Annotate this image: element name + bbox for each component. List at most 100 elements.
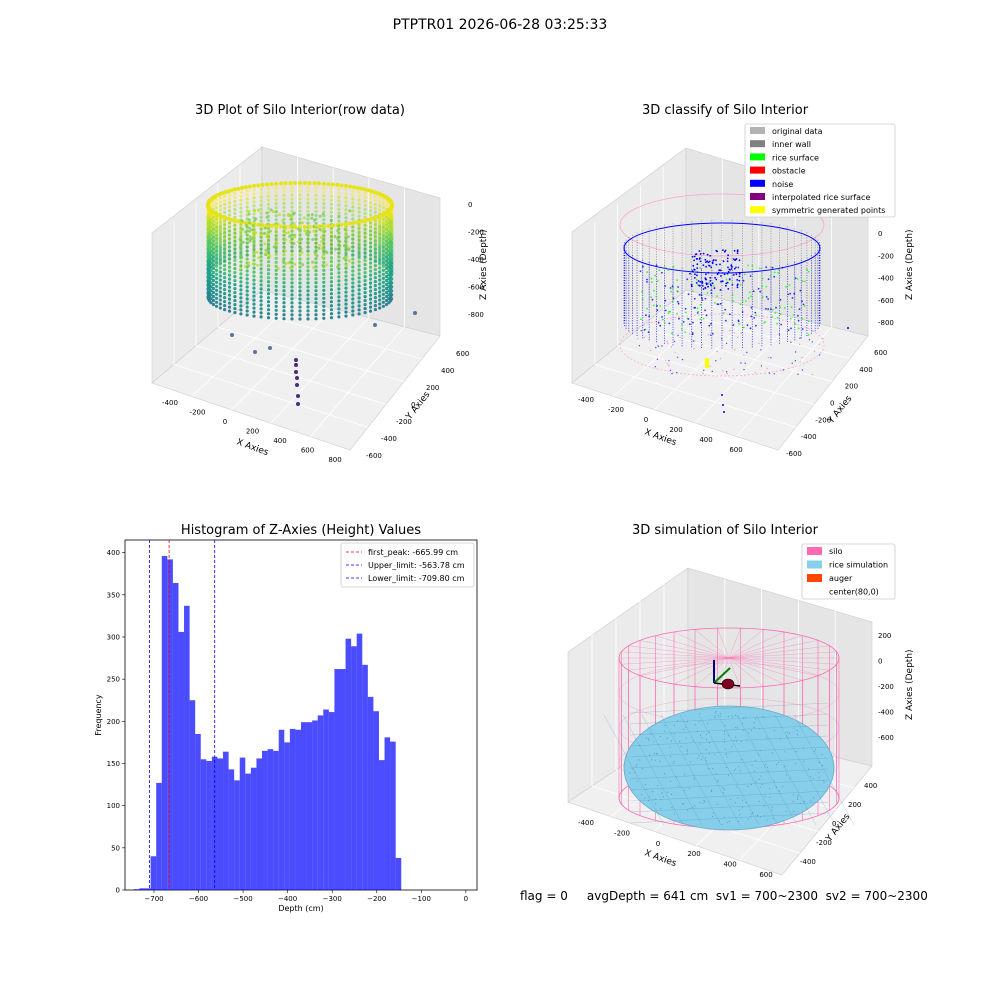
raw-x-tick-label: 600 [301,447,314,455]
histogram-bar [167,559,173,890]
histogram-bar [378,760,385,890]
histogram-bars [133,556,402,890]
histogram-bar [206,760,212,890]
histogram-bar [301,722,307,890]
simulation-y-tick-label: -400 [800,858,816,866]
histogram-x-tick-label: −400 [278,895,297,903]
raw-y-tick-label: 400 [441,367,454,375]
simulation-y-tick-label: 400 [864,782,877,790]
histogram-bar [323,709,329,890]
histogram-bar [145,888,151,890]
histogram-bar [150,856,157,890]
histogram-bar [373,711,379,890]
legend-label: auger [829,574,853,583]
histogram-bar [289,728,296,890]
simulation-x-tick-label: 400 [723,861,736,869]
classify-x-tick-label: -200 [608,406,624,414]
histogram-x-tick-label: −600 [189,895,208,903]
histogram-bar [328,712,335,890]
legend-label: symmetric generated points [772,206,885,215]
raw-x-tick-label: -400 [162,399,178,407]
raw-y-tick-label: 600 [456,350,469,358]
raw-z-tick-label: 0 [468,201,472,209]
classify-z-axis-label: Z Axies (Depth) [905,229,915,300]
histogram-bar [234,780,240,890]
histogram-bar [267,749,274,890]
legend-label: rice simulation [829,561,888,570]
simulation-plot-title: 3D simulation of Silo Interior [632,523,818,538]
legend-label: obstacle [772,167,806,176]
legend-swatch [750,206,765,214]
raw-x-tick-label: 800 [328,456,341,464]
histogram-bar [334,669,340,890]
histogram-bar [239,757,246,890]
histogram-title: Histogram of Z-Axies (Height) Values [180,523,422,538]
histogram-y-tick-label: 200 [107,718,120,726]
histogram-y-tick-label: 400 [107,549,120,557]
histogram-y-tick-label: 300 [107,634,120,642]
classify-3d-plot: -400 -200 0 200 400 600 600 400 200 0 -200 -400 -60… [571,123,915,458]
histogram-bar [195,733,201,890]
raw-z-tick-label: -200 [468,229,484,237]
legend-label: center(80,0) [829,588,879,597]
classify-z-tick-label: -200 [878,252,894,260]
histogram-bar [250,767,257,890]
histogram-bar [133,889,140,890]
legend-swatch [750,193,765,200]
simulation-x-tick-label: 600 [759,871,772,879]
histogram-bar [390,741,396,890]
raw-y-tick-label: 200 [426,384,439,392]
classify-plot-title: 3D classify of Silo Interior [641,103,809,118]
histogram-y-tick-label: 250 [107,676,120,684]
legend-swatch [807,547,822,555]
classify-z-tick-label: -800 [878,319,894,327]
raw-axes-box [151,146,441,451]
raw-x-tick-label: 400 [273,437,286,445]
classified-points [619,193,849,413]
histogram-legend-label: Upper_limit: -563.78 cm [368,561,465,570]
histogram-legend-label: first_peak: -665.99 cm [368,548,458,557]
histogram-bar [351,646,357,890]
histogram-bar [211,756,218,890]
histogram-bar [339,669,346,890]
legend-label: rice surface [772,153,819,162]
histogram-y-tick-label: 50 [111,844,120,852]
histogram-x-axis-label: Depth (cm) [278,904,323,913]
histogram-reference-lines [149,540,216,890]
histogram-x-tick-label: −100 [412,895,431,903]
histogram-bar [362,664,368,890]
histogram-chart: −700 −600 −500 −400 −300 −200 −100 0 0 50 100 150 2… [94,539,478,913]
legend-swatch [807,560,822,569]
classify-z-tick-label: 0 [878,230,882,238]
simulation-y-tick-label: -200 [816,839,832,847]
legend-swatch [807,574,822,582]
raw-x-tick-label: 200 [246,428,259,436]
simulation-x-axis-label: X Axies [643,848,678,869]
classify-x-tick-label: 400 [699,436,712,444]
histogram-bar [139,888,146,890]
classify-y-tick-label: -200 [815,416,831,424]
histogram-bar [295,729,301,890]
histogram-x-tick-label: −300 [323,895,342,903]
classify-y-tick-label: 200 [845,383,858,391]
histogram-bar [356,633,363,890]
classify-y-tick-label: 400 [859,366,872,374]
legend-swatch [750,153,765,161]
histogram-y-tick-label: 350 [107,591,120,599]
figure-title: PTPTR01 2026-06-28 03:25:33 [392,17,608,33]
simulation-z-tick-label: -400 [878,709,894,717]
raw-y-tick-label: -200 [396,418,412,426]
simulation-z-tick-label: 0 [878,658,882,666]
classify-z-tick-label: -600 [878,297,894,305]
legend-label: original data [772,127,823,136]
histogram-legend: first_peak: -665.99 cm Upper_limit: -563.… [340,542,475,588]
histogram-bar [256,758,263,890]
histogram-bar [228,769,235,890]
raw-z-tick-label: -600 [468,284,484,292]
classify-x-tick-label: 600 [729,446,742,454]
raw-z-tick-label: -800 [468,311,484,319]
classify-x-tick-label: -400 [578,396,594,404]
legend-swatch [750,166,765,174]
simulation-y-tick-label: 200 [848,801,861,809]
legend-label: interpolated rice surface [772,193,870,202]
